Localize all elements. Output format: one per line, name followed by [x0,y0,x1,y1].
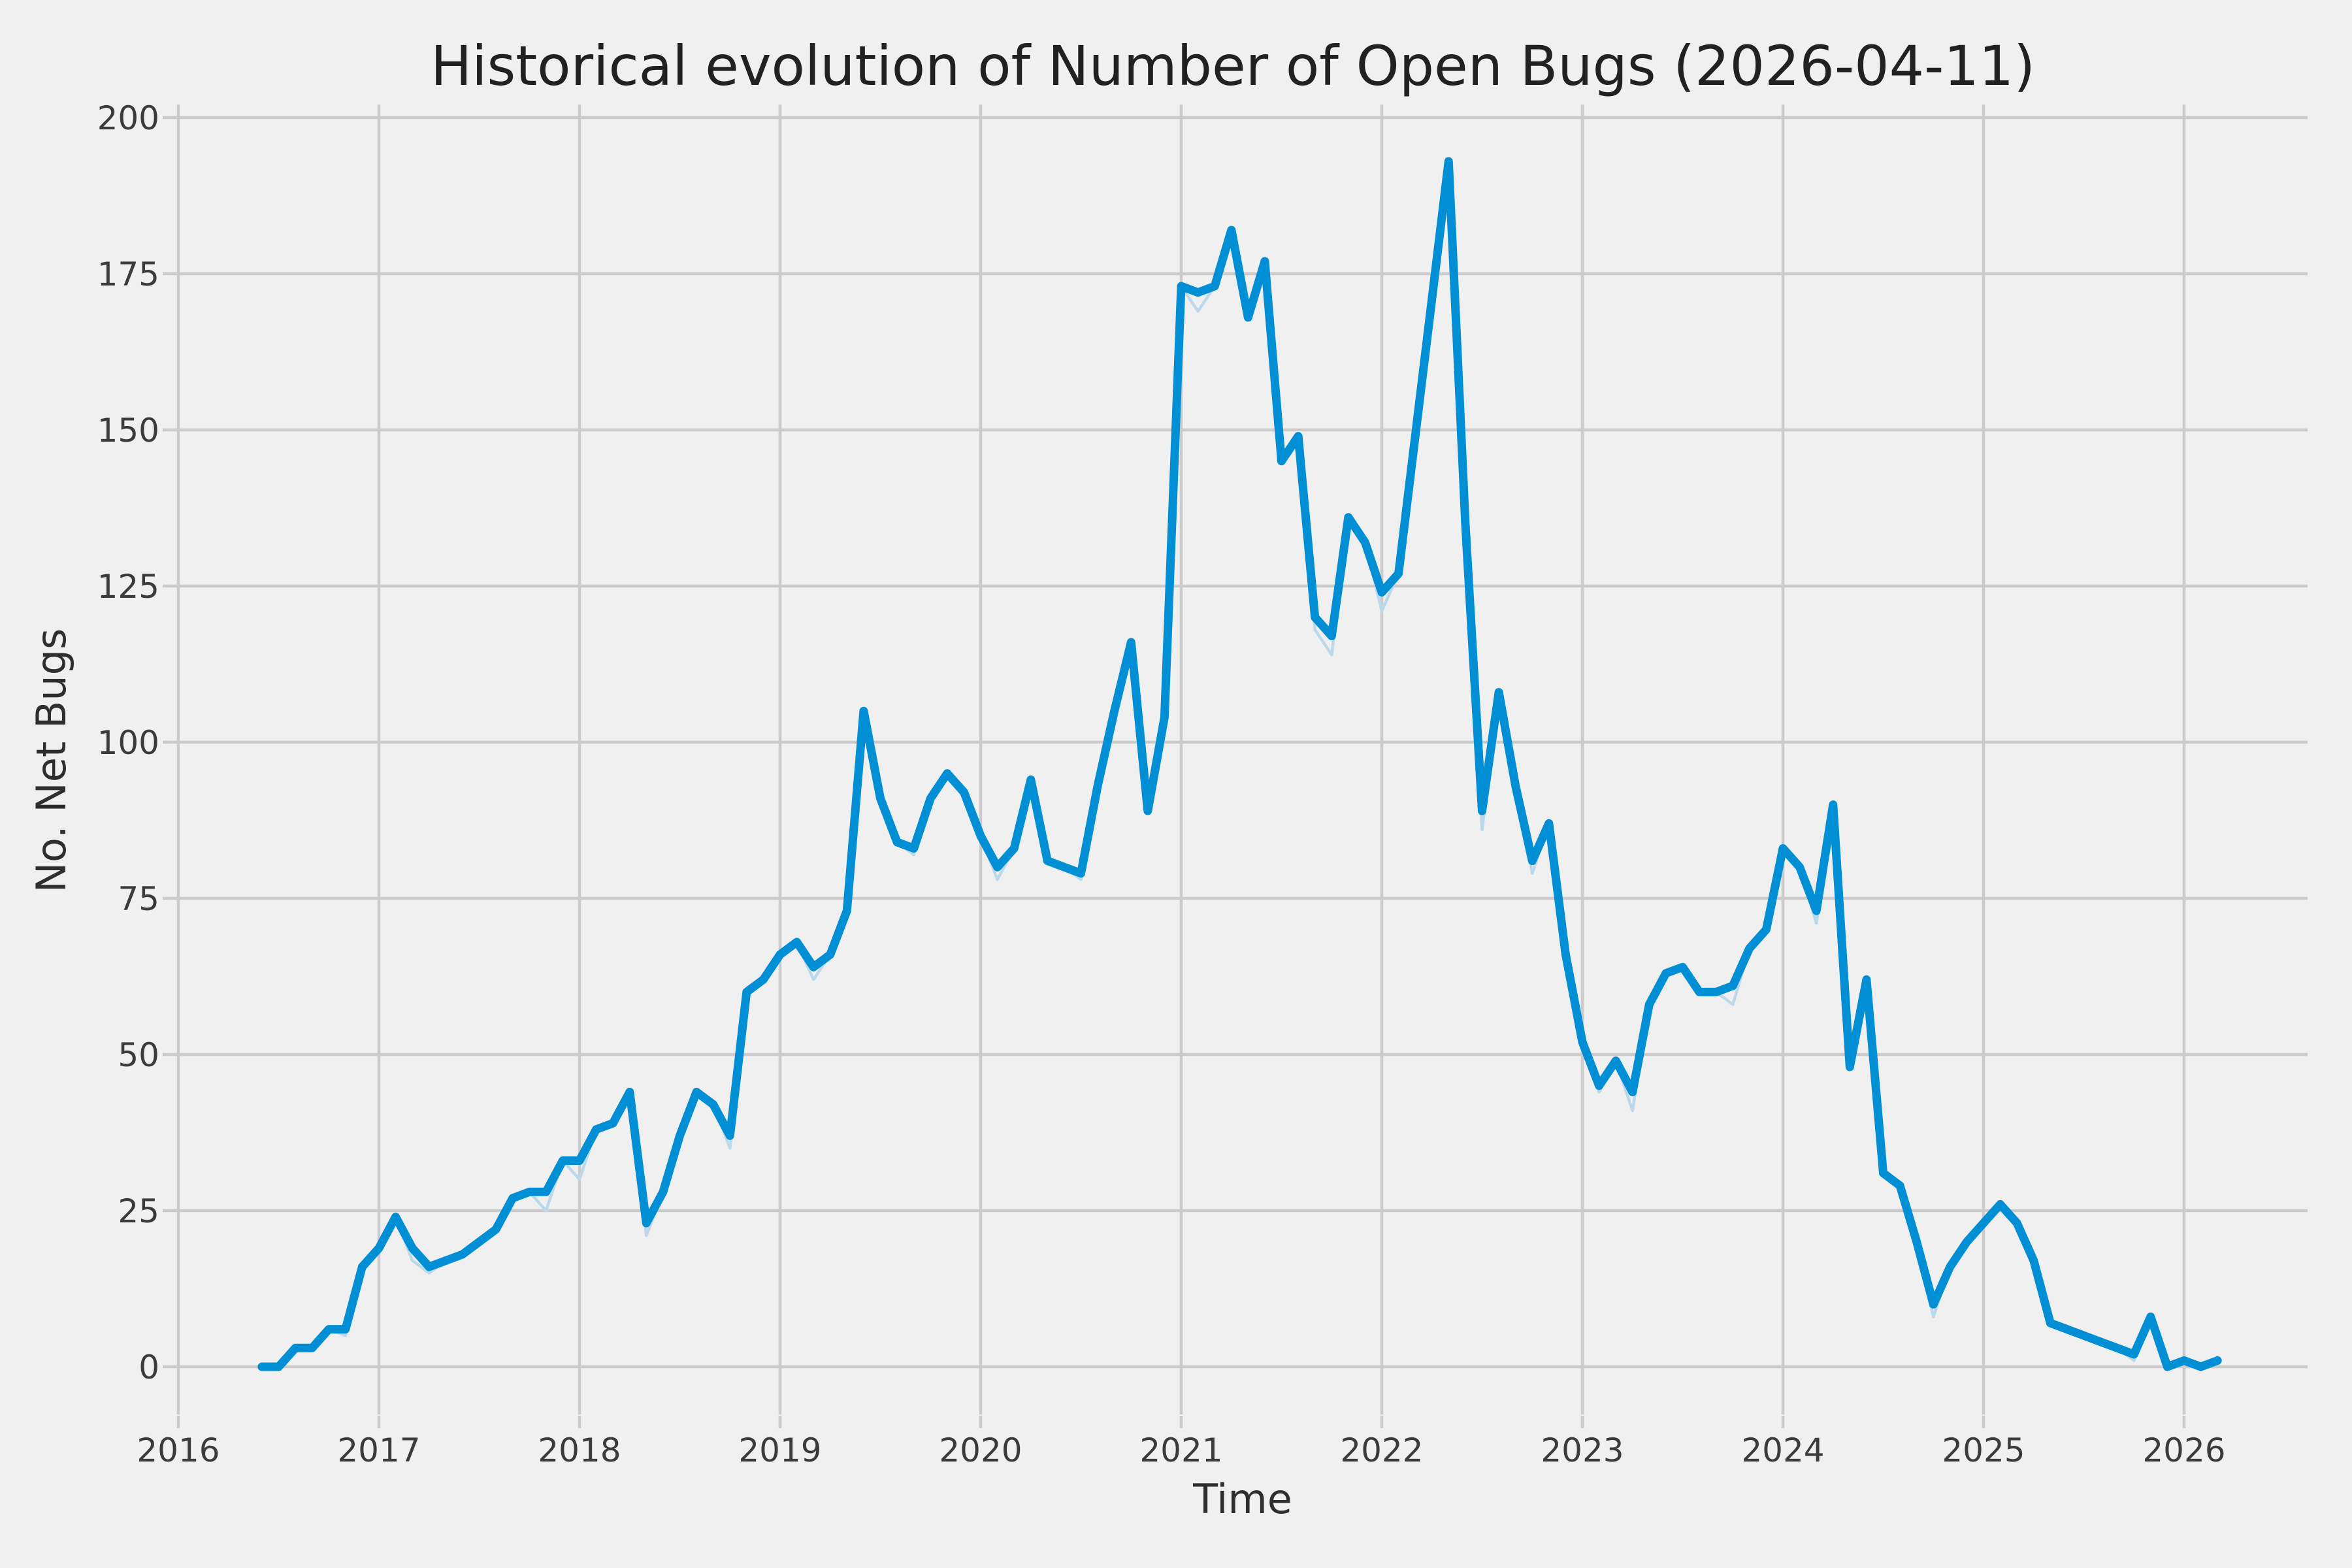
chart-title: Historical evolution of Number of Open B… [431,34,2035,98]
net-bugs-raw-unsmoothed [260,159,2219,1369]
series-layer [257,157,2222,1371]
x-tick-label-2017: 2017 [337,1431,420,1469]
y-tick-label-50: 50 [118,1036,159,1074]
x-tick-label-2022: 2022 [1340,1431,1423,1469]
x-tick-label-2018: 2018 [538,1431,621,1469]
y-tick-label-100: 100 [97,724,159,762]
x-tick-label-2020: 2020 [939,1431,1022,1469]
x-tick-label-2023: 2023 [1541,1431,1624,1469]
y-tick-label-150: 150 [97,412,159,449]
x-axis-label: Time [1192,1475,1292,1523]
y-tick-label-175: 175 [97,255,159,293]
x-tick-label-2016: 2016 [137,1431,220,1469]
grid-layer [176,105,2308,1414]
tick-marks-layer [163,116,2186,1428]
x-tick-label-2025: 2025 [1942,1431,2025,1469]
y-tick-label-0: 0 [139,1348,159,1386]
x-tick-label-2021: 2021 [1139,1431,1222,1469]
x-tick-label-2026: 2026 [2142,1431,2225,1469]
x-tick-label-2024: 2024 [1741,1431,1824,1469]
tick-labels-layer: 0 25 50 75 100 125 150 175 200 2016 2017 2018 2019 20… [97,99,2226,1469]
net-bugs-monthly [257,157,2222,1371]
x-tick-label-2019: 2019 [738,1431,821,1469]
y-tick-label-125: 125 [97,568,159,606]
y-axis-label: No. Net Bugs [27,629,75,893]
y-tick-label-25: 25 [118,1192,159,1230]
y-tick-label-75: 75 [118,880,159,918]
y-tick-label-200: 200 [97,99,159,137]
